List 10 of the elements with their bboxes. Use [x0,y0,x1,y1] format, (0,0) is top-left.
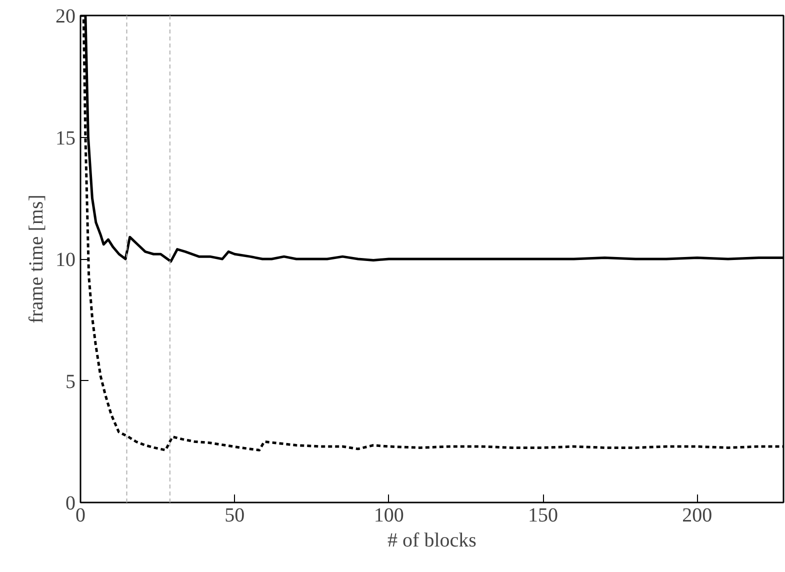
x-tick-label: 150 [528,504,558,526]
y-axis-title: frame time [ms] [26,194,48,324]
y-tick-label: 10 [56,249,76,271]
x-tick-label: 50 [224,504,245,526]
x-tick-label: 200 [682,504,712,526]
y-tick-label: 15 [56,127,76,150]
x-axis-title: # of blocks [388,530,477,552]
x-tick-label: 100 [374,504,404,526]
y-tick-label: 5 [66,370,76,393]
y-tick-label: 20 [56,6,76,28]
